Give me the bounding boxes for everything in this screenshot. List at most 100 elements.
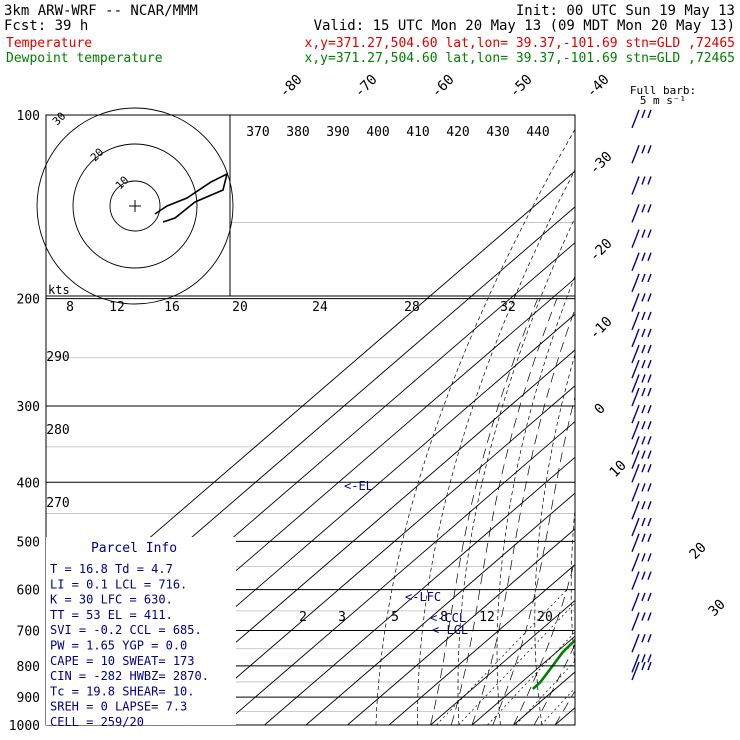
wind-barb-shaft bbox=[631, 212, 637, 223]
parcel-info-row: K = 30 LFC = 630. bbox=[50, 593, 173, 607]
dewpoint-curve bbox=[531, 638, 575, 690]
wind-barb-flag bbox=[647, 328, 652, 338]
wind-barb-flag bbox=[647, 501, 652, 510]
pressure-tick-label: 400 bbox=[17, 476, 40, 491]
wind-barb-shaft bbox=[631, 260, 637, 271]
wind-barb-shaft bbox=[631, 444, 637, 455]
isotherm-line bbox=[264, 456, 575, 725]
wind-barb-shaft bbox=[631, 367, 637, 379]
wind-barb-flag bbox=[647, 517, 652, 527]
wind-barb-flag bbox=[635, 229, 640, 238]
hodograph-axis-label: 20 bbox=[232, 300, 248, 315]
wind-barb-flag bbox=[641, 359, 646, 369]
pressure-tick-label: 900 bbox=[17, 691, 40, 706]
header-init: Init: 00 UTC Sun 19 May 13 bbox=[516, 3, 735, 19]
wind-barb-flag bbox=[641, 293, 646, 302]
isotherm-line bbox=[554, 707, 575, 725]
moist-adiabat bbox=[513, 557, 575, 725]
dry-adiabat bbox=[606, 115, 712, 725]
wind-barb-flag bbox=[647, 464, 652, 473]
wind-barb-shaft bbox=[631, 662, 637, 673]
wind-barb-flag bbox=[647, 109, 652, 119]
wind-barb-flag bbox=[635, 592, 640, 602]
wind-barb-flag bbox=[635, 436, 640, 445]
wind-barb-flag bbox=[647, 273, 652, 283]
wind-barb-flag bbox=[647, 359, 652, 369]
hodograph-unit-label: kts bbox=[48, 283, 70, 297]
wind-barb-shaft bbox=[631, 153, 637, 164]
wind-barb-flag bbox=[641, 450, 646, 459]
isotherm-label: -60 bbox=[429, 72, 458, 101]
moist-adiabat bbox=[492, 395, 575, 725]
isotherm-label: 0 bbox=[592, 401, 609, 418]
isotherm-line bbox=[721, 115, 740, 725]
wind-barb-flag bbox=[641, 404, 646, 414]
wind-barb-shaft bbox=[631, 395, 637, 407]
pressure-tick-label: 100 bbox=[17, 109, 40, 124]
header-fcst: Fcst: 39 h bbox=[4, 18, 88, 34]
isotherm-label: 20 bbox=[687, 540, 710, 563]
wind-barb-flag bbox=[635, 571, 640, 580]
wind-barb-flag bbox=[647, 176, 652, 185]
isotherm-line bbox=[430, 599, 575, 725]
wind-barb-flag bbox=[635, 483, 640, 492]
wind-barb-flag bbox=[647, 387, 652, 397]
theta-e-label: 390 bbox=[326, 125, 349, 140]
pressure-tick-label: 200 bbox=[17, 293, 40, 308]
wind-barb-shaft bbox=[631, 237, 637, 248]
wind-barb-flag bbox=[635, 634, 640, 643]
wind-barb-flag bbox=[647, 571, 652, 580]
pressure-tick-label: 700 bbox=[17, 625, 40, 640]
wind-barb-flag bbox=[635, 176, 640, 185]
wind-barb-shaft bbox=[631, 491, 637, 502]
wind-barb-flag bbox=[635, 661, 640, 671]
dry-adiabat bbox=[641, 115, 734, 725]
parcel-info-row: T = 16.8 Td = 4.7 bbox=[50, 562, 173, 576]
level-marker-lfc: <-LFC bbox=[405, 590, 441, 604]
wind-barb-flag bbox=[635, 374, 640, 383]
wind-barb-flag bbox=[635, 273, 640, 283]
wind-barb-flag bbox=[641, 571, 646, 580]
wind-barb-flag bbox=[647, 374, 652, 383]
parcel-info-row: TT = 53 EL = 411. bbox=[50, 608, 173, 622]
wind-barb-flag bbox=[647, 634, 652, 643]
hodograph-axis-label: 32 bbox=[500, 300, 516, 315]
wind-barb-shaft bbox=[631, 184, 637, 195]
wind-barb-flag bbox=[641, 553, 646, 562]
wind-barb-flag bbox=[647, 145, 652, 154]
wind-barb-shaft bbox=[631, 281, 637, 293]
wind-barb-shaft bbox=[631, 319, 637, 331]
wind-barb-flag bbox=[641, 483, 646, 492]
legend-info: x,y=371.27,504.60 lat,lon= 39.37,-101.69… bbox=[305, 36, 735, 51]
pressure-tick-label: 300 bbox=[17, 400, 40, 415]
pressure-tick-label: 1000 bbox=[9, 719, 40, 734]
wind-barb-shaft bbox=[631, 352, 637, 364]
wind-barb-flag bbox=[641, 109, 646, 119]
wind-barb-flag bbox=[641, 654, 646, 663]
moist-adiabat bbox=[430, 298, 539, 725]
isotherm-label: -20 bbox=[587, 236, 616, 265]
wind-barb-flag bbox=[641, 612, 646, 621]
parcel-info-row: SREH = 0 LAPSE= 7.3 bbox=[50, 700, 187, 714]
hodograph-ring bbox=[36, 107, 234, 305]
parcel-info-title: Parcel Info bbox=[91, 541, 177, 556]
wind-barb-flag bbox=[647, 612, 652, 621]
hodograph-axis-label: 16 bbox=[164, 300, 180, 315]
wind-barb-flag bbox=[641, 387, 646, 397]
parcel-info-row: CAPE = 10 SWEAT= 173 bbox=[50, 654, 195, 668]
wind-barb-flag bbox=[647, 483, 652, 492]
legend-info: x,y=371.27,504.60 lat,lon= 39.37,-101.69… bbox=[305, 51, 735, 66]
wind-barb-flag bbox=[647, 661, 652, 671]
wind-barb-flag bbox=[647, 553, 652, 562]
hodograph-trace bbox=[154, 172, 229, 223]
moist-adiabat bbox=[597, 299, 740, 725]
header-valid: Valid: 15 UTC Mon 20 May 13 (09 MDT Mon … bbox=[314, 18, 735, 34]
theta-label: 290 bbox=[46, 350, 69, 365]
wind-barb-shaft bbox=[631, 561, 637, 572]
parcel-info-row: CIN = -282 HWBZ= 2870. bbox=[50, 669, 209, 683]
theta-e-label: 410 bbox=[406, 125, 429, 140]
theta-label: 270 bbox=[46, 496, 69, 511]
